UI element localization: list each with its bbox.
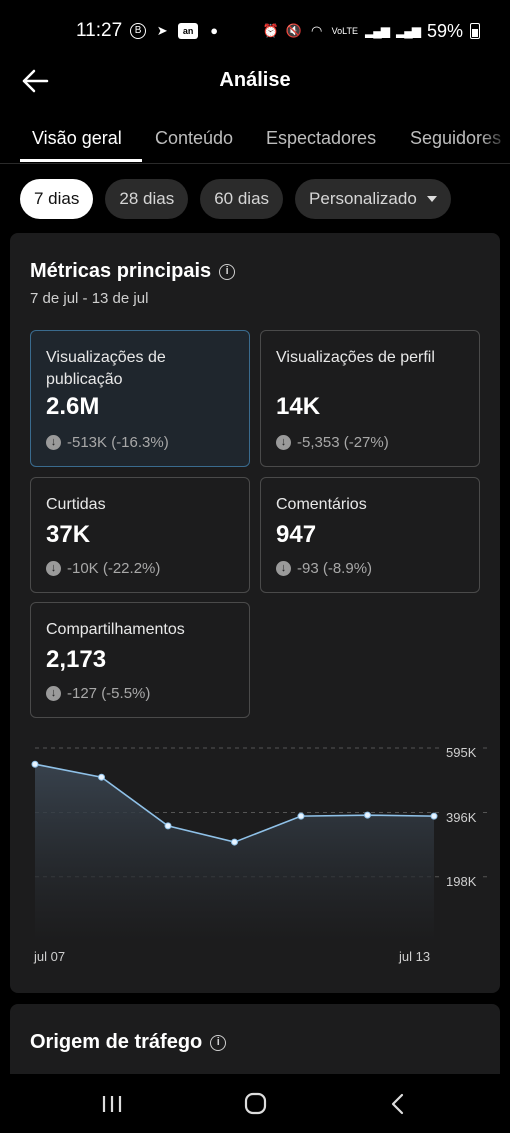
traffic-source-title: Origem de tráfego i bbox=[30, 1031, 227, 1054]
metric-value: 37K bbox=[46, 521, 91, 548]
signal-icon: ▂▄▆ bbox=[365, 24, 390, 38]
arrow-down-circle-icon: ↓ bbox=[46, 686, 61, 701]
volte-label: VoLTE bbox=[331, 26, 359, 36]
arrow-down-circle-icon: ↓ bbox=[46, 561, 61, 576]
arrow-left-icon bbox=[22, 69, 49, 93]
metric-change: ↓ -127 (-5.5%) bbox=[46, 685, 150, 702]
tabs-fade bbox=[480, 112, 510, 162]
filter-60-days[interactable]: 60 dias bbox=[200, 179, 284, 219]
wifi-icon: ◠ bbox=[311, 23, 323, 38]
info-icon[interactable]: i bbox=[219, 263, 236, 280]
y-tick-label: 198K bbox=[442, 873, 481, 889]
metric-change-text: -10K (-22.2%) bbox=[67, 560, 161, 577]
tab-followers[interactable]: Seguidores bbox=[410, 128, 502, 148]
data-point[interactable] bbox=[31, 760, 39, 768]
post-views-chart: 198K 396K 595K jul 07 jul 13 bbox=[10, 733, 500, 973]
y-tick-label: 595K bbox=[442, 745, 481, 760]
metric-value: 14K bbox=[276, 393, 321, 420]
data-point[interactable] bbox=[297, 812, 305, 820]
metric-label: Visualizações de publicação bbox=[46, 349, 166, 388]
filter-7-days-label: 7 dias bbox=[34, 189, 80, 208]
app-badge-icon: an bbox=[178, 23, 199, 39]
data-point[interactable] bbox=[164, 822, 172, 830]
page-title: Análise bbox=[219, 69, 291, 91]
top-bar: Análise bbox=[0, 62, 510, 102]
date-range: 7 de jul - 13 de jul bbox=[30, 290, 149, 307]
home-button[interactable] bbox=[235, 1088, 275, 1120]
recent-apps-icon bbox=[102, 1096, 122, 1112]
metric-comments[interactable]: Comentários 947 ↓ -93 (-8.9%) bbox=[260, 477, 480, 593]
chart-area bbox=[35, 764, 434, 941]
filter-7-days[interactable]: 7 dias bbox=[20, 179, 94, 219]
status-time: 11:27 bbox=[76, 20, 123, 41]
filter-60-days-label: 60 dias bbox=[214, 189, 270, 208]
telegram-icon: ➤ bbox=[156, 23, 168, 38]
traffic-source-title-text: Origem de tráfego bbox=[30, 1031, 203, 1053]
info-icon[interactable]: i bbox=[210, 1034, 227, 1051]
metric-change: ↓ -513K (-16.3%) bbox=[46, 434, 169, 451]
caret-down-icon bbox=[426, 196, 437, 202]
metric-change: ↓ -93 (-8.9%) bbox=[276, 560, 372, 577]
metric-change: ↓ -5,353 (-27%) bbox=[276, 434, 389, 451]
data-point[interactable] bbox=[231, 838, 238, 846]
metric-change-text: -513K (-16.3%) bbox=[67, 434, 169, 451]
data-point[interactable] bbox=[98, 773, 105, 781]
tab-viewers[interactable]: Espectadores bbox=[266, 128, 377, 148]
x-tick-label: jul 07 bbox=[34, 949, 66, 964]
metric-value: 2,173 bbox=[46, 646, 107, 673]
arrow-down-circle-icon: ↓ bbox=[46, 435, 61, 450]
metric-label: Visualizações de perfil bbox=[276, 349, 435, 366]
metric-change-text: -93 (-8.9%) bbox=[297, 560, 373, 577]
back-button[interactable] bbox=[20, 66, 50, 96]
filter-28-days[interactable]: 28 dias bbox=[105, 179, 189, 219]
back-icon bbox=[391, 1093, 404, 1115]
mute-icon: 🔇 bbox=[285, 23, 302, 38]
tab-overview[interactable]: Visão geral bbox=[32, 128, 122, 148]
battery-percentage: 59% bbox=[426, 20, 463, 41]
dot-icon: ● bbox=[210, 23, 219, 38]
key-metrics-card: Métricas principais i 7 de jul - 13 de j… bbox=[10, 233, 500, 993]
tab-bar: Visão geral Conteúdo Espectadores Seguid… bbox=[0, 112, 510, 164]
tab-content[interactable]: Conteúdo bbox=[155, 128, 234, 148]
home-icon bbox=[244, 1092, 267, 1115]
tab-active-indicator bbox=[20, 159, 142, 162]
metric-profile-views[interactable]: Visualizações de perfil 14K ↓ -5,353 (-2… bbox=[260, 330, 480, 467]
data-point[interactable] bbox=[364, 811, 371, 819]
date-filter-chips: 7 dias 28 dias 60 dias Personalizado bbox=[20, 179, 451, 219]
key-metrics-title-text: Métricas principais bbox=[30, 260, 212, 282]
filter-custom-label: Personalizado bbox=[309, 189, 417, 208]
status-bar: 11:27 B ➤ an ● ⏰ 🔇 ◠ VoLTE ▂▄▆ ▂▄▆ 59% bbox=[0, 0, 510, 62]
battery-icon bbox=[470, 23, 480, 39]
recent-apps-button[interactable] bbox=[93, 1088, 133, 1120]
metric-value: 2.6M bbox=[46, 393, 100, 420]
b-circle-icon: B bbox=[130, 23, 147, 39]
nav-back-button[interactable] bbox=[378, 1088, 418, 1120]
metric-change: ↓ -10K (-22.2%) bbox=[46, 560, 160, 577]
arrow-down-circle-icon: ↓ bbox=[276, 561, 291, 576]
chart-svg bbox=[31, 747, 490, 941]
x-tick-label: jul 13 bbox=[399, 949, 431, 964]
alarm-icon: ⏰ bbox=[262, 23, 279, 38]
key-metrics-title: Métricas principais i bbox=[30, 260, 236, 283]
metric-shares[interactable]: Compartilhamentos 2,173 ↓ -127 (-5.5%) bbox=[30, 602, 250, 718]
filter-28-days-label: 28 dias bbox=[119, 189, 175, 208]
metric-change-text: -5,353 (-27%) bbox=[297, 434, 389, 451]
metric-label: Compartilhamentos bbox=[46, 621, 185, 638]
y-tick-label: 396K bbox=[442, 809, 481, 825]
metric-change-text: -127 (-5.5%) bbox=[67, 685, 151, 702]
chart-points bbox=[31, 760, 438, 846]
system-nav-bar bbox=[0, 1074, 510, 1133]
metric-likes[interactable]: Curtidas 37K ↓ -10K (-22.2%) bbox=[30, 477, 250, 593]
metric-post-views[interactable]: Visualizações de publicação 2.6M ↓ -513K… bbox=[30, 330, 250, 467]
metric-label: Comentários bbox=[276, 496, 367, 513]
arrow-down-circle-icon: ↓ bbox=[276, 435, 291, 450]
metric-value: 947 bbox=[276, 521, 317, 548]
signal-icon-2: ▂▄▆ bbox=[396, 24, 421, 38]
metric-label: Curtidas bbox=[46, 496, 106, 513]
filter-custom[interactable]: Personalizado bbox=[295, 179, 451, 219]
data-point[interactable] bbox=[430, 812, 438, 820]
